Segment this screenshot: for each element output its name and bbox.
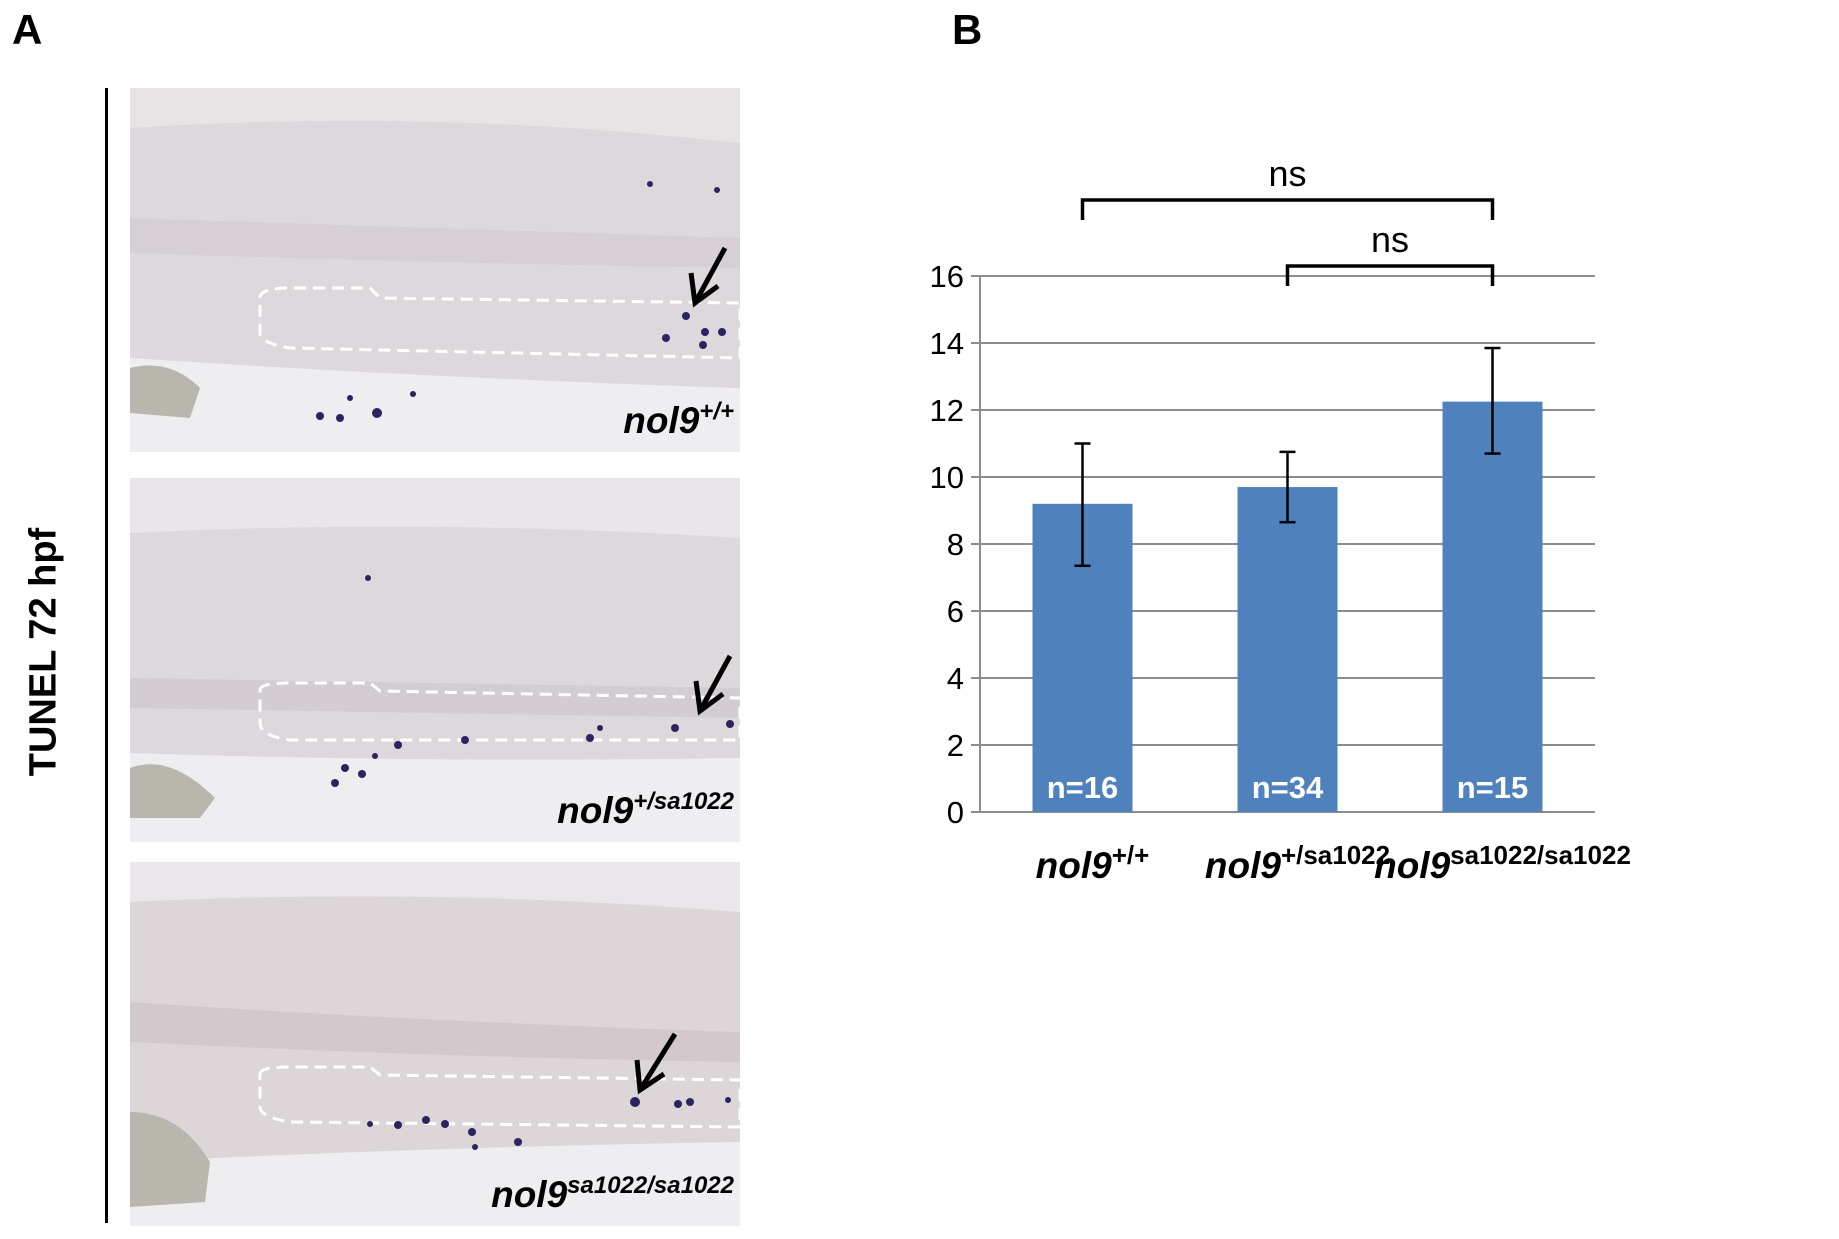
significance-bracket <box>1080 198 1495 220</box>
x-category-label: nol9+/sa1022 <box>1205 840 1390 886</box>
y-tick-label: 0 <box>947 795 964 830</box>
panel-a-divider <box>105 88 108 1223</box>
significance-label: ns <box>1268 153 1306 194</box>
micrograph-label-heterozygous: nol9+/sa1022 <box>557 788 734 831</box>
micrograph-wildtype: nol9+/+ <box>130 88 740 452</box>
bar <box>1237 487 1338 812</box>
y-tick-label: 4 <box>947 661 964 696</box>
panel-a-side-label: TUNEL 72 hpf <box>22 527 65 777</box>
micrograph-heterozygous: nol9+/sa1022 <box>130 478 740 842</box>
panel-b-letter: B <box>952 6 983 53</box>
micrograph-label-wildtype: nol9+/+ <box>623 398 734 441</box>
y-tick-label: 6 <box>947 594 964 629</box>
y-tick-label: 12 <box>930 393 964 428</box>
y-tick-label: 10 <box>930 460 964 495</box>
y-tick-label: 14 <box>930 326 964 361</box>
bar-n-label: n=15 <box>1457 770 1529 805</box>
y-tick-label: 2 <box>947 728 964 763</box>
bar-n-label: n=34 <box>1252 770 1324 805</box>
significance-label: ns <box>1371 219 1409 260</box>
bar-n-label: n=16 <box>1047 770 1119 805</box>
y-tick-label: 16 <box>930 259 964 294</box>
x-category-label: nol9sa1022/sa1022 <box>1374 840 1631 886</box>
x-category-label: nol9+/+ <box>1036 840 1150 886</box>
y-tick-label: 8 <box>947 527 964 562</box>
y-axis-title: Number of TUNEL⁺ cells <box>900 333 905 775</box>
bar <box>1442 401 1543 812</box>
micrograph-homozygous: nol9sa1022/sa1022 <box>130 862 740 1226</box>
micrograph-label-homozygous: nol9sa1022/sa1022 <box>491 1172 734 1215</box>
significance-bracket <box>1285 264 1495 286</box>
tunel-bar-chart: n=16 n=34 n=15 0 2 4 6 8 10 12 14 16 ns ns nol9+/+ n… <box>900 153 1631 886</box>
panel-a-letter: A <box>12 6 43 53</box>
